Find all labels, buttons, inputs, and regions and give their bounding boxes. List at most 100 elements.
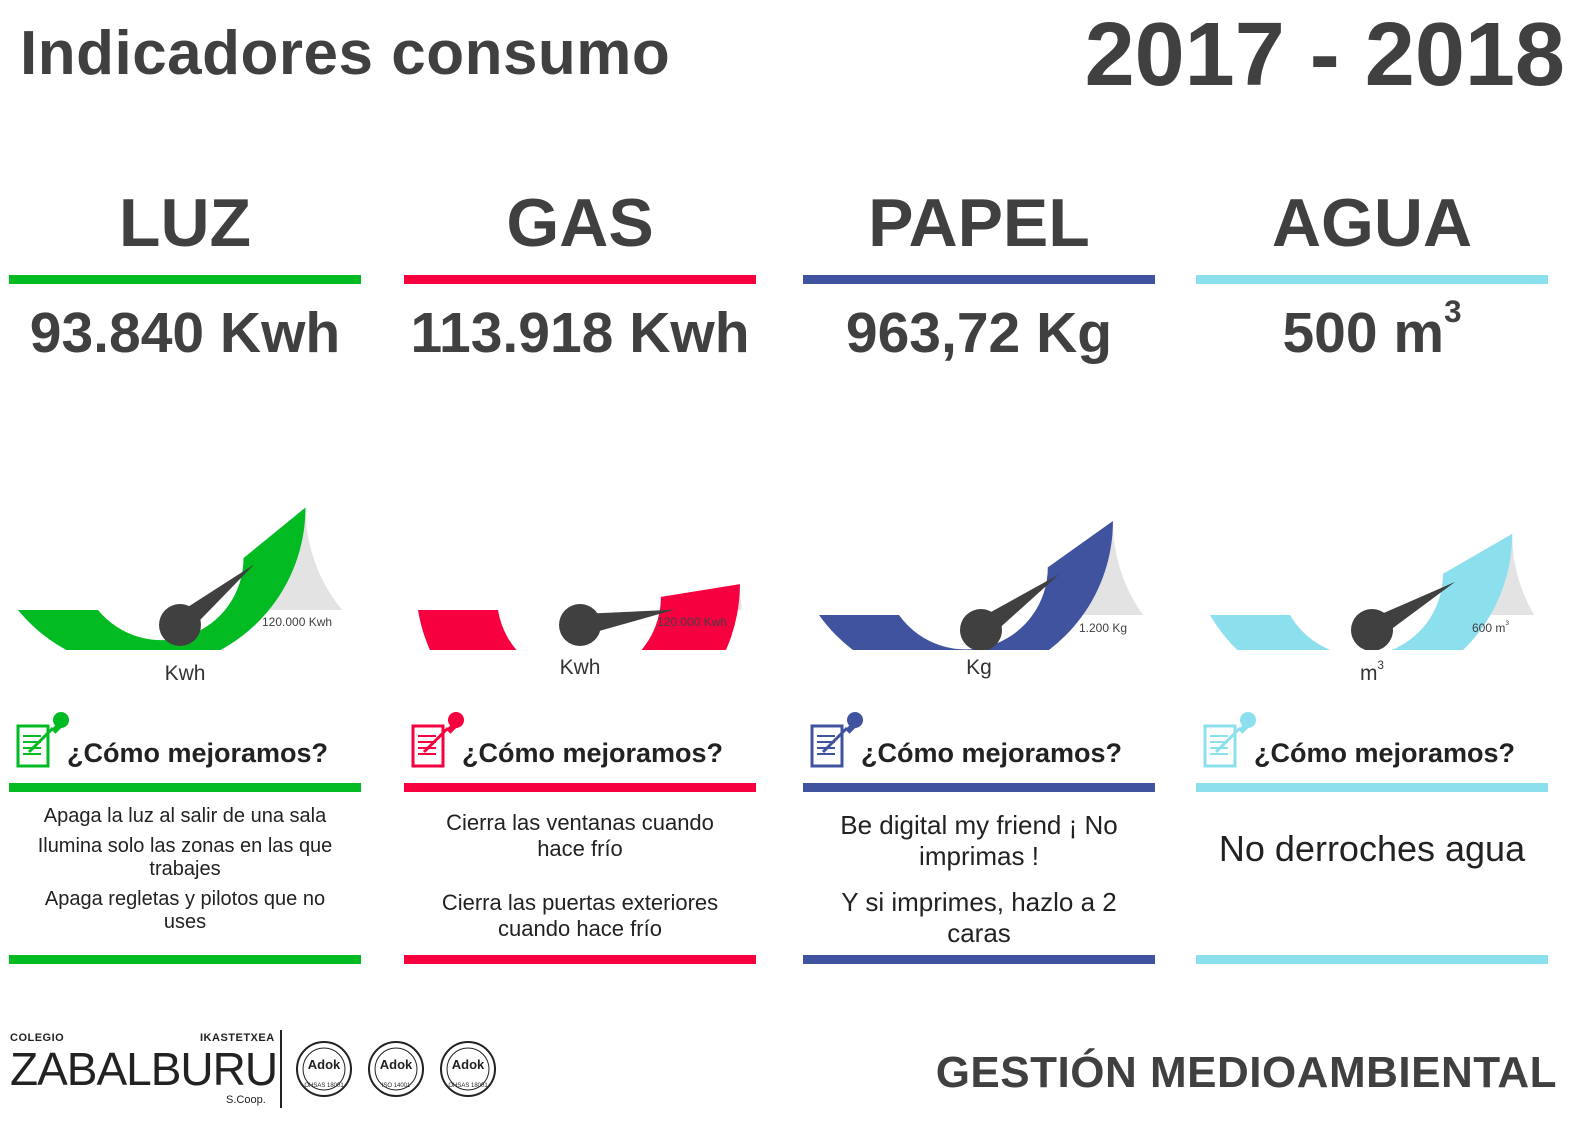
page-title: Indicadores consumo xyxy=(20,19,671,88)
consumption-gauge xyxy=(418,584,742,650)
tips-list: Cierra las ventanas cuando hace frío Cier… xyxy=(404,810,756,942)
gauge-max-label: 600 m3 xyxy=(1472,619,1510,635)
gauge-needle xyxy=(578,609,675,636)
gauge-max-label: 120.000 Kwh xyxy=(262,615,332,629)
color-divider xyxy=(9,955,361,964)
color-divider xyxy=(9,783,361,792)
gauge-consumed-arc xyxy=(18,507,306,650)
indicator-title: LUZ xyxy=(118,185,252,261)
tips-heading-label: ¿Cómo mejoramos? xyxy=(861,738,1123,768)
tips-heading: ¿Cómo mejoramos? xyxy=(809,708,1159,778)
unit-text: Kg xyxy=(966,656,992,679)
pinned-note-icon xyxy=(1203,712,1256,768)
color-divider xyxy=(9,275,361,284)
value-text: 963,72 Kg xyxy=(845,301,1113,365)
seal-logo: Adok xyxy=(308,1057,341,1072)
seal-logo: Adok xyxy=(452,1057,485,1072)
indicator-luz: LUZ 93.840 Kwh 120.000 Kwh Kwh ¿Cómo mejoram… xyxy=(9,0,361,1122)
gauge-consumed-arc xyxy=(819,521,1113,650)
tip-item: Y si imprimes, hazlo a 2 caras xyxy=(841,887,1117,949)
color-divider xyxy=(1196,955,1548,964)
consumption-value: 93.840 Kwh xyxy=(9,300,361,366)
indicator-title: PAPEL xyxy=(868,185,1090,261)
color-divider xyxy=(404,783,756,792)
max-label-text: 120.000 Kwh xyxy=(657,615,728,629)
brand-name: ZABALBURU xyxy=(10,1043,278,1095)
max-label-text: 1.200 Kg xyxy=(1079,621,1128,635)
tip-item: Ilumina solo las zonas en las que trabaj… xyxy=(37,834,333,881)
value-text: 113.918 Kwh xyxy=(410,301,750,365)
tips-heading-label: ¿Cómo mejoramos? xyxy=(462,738,724,768)
color-divider xyxy=(1196,275,1548,284)
consumption-value: 500 m3 xyxy=(1196,294,1548,366)
ikastetxea-label: IKASTETXEA xyxy=(200,1032,275,1044)
color-divider xyxy=(803,275,1155,284)
indicator-title: GAS xyxy=(506,185,654,261)
gauge-consumed-arc xyxy=(418,584,740,650)
unit-exponent: 3 xyxy=(1377,659,1384,672)
tip-item: Be digital my friend ¡ No imprimas ! xyxy=(840,810,1118,871)
indicator-papel: PAPEL 963,72 Kg 1.200 Kg Kg ¿Cómo mejoramos?… xyxy=(803,0,1155,1122)
unit-text: m xyxy=(1360,662,1378,685)
seal-label: OHSAS 18001 xyxy=(304,1083,344,1089)
gauge-max-label: 1.200 Kg xyxy=(1079,621,1127,635)
certification-seal-icon: Adok ISO 14001 xyxy=(368,1041,424,1097)
indicator-agua: AGUA 500 m3 600 m3 m3 ¿Cómo mejoramos? No der… xyxy=(1196,0,1548,1122)
tips-heading: ¿Cómo mejoramos? xyxy=(15,708,365,778)
pinned-note-icon xyxy=(411,712,464,768)
gauge-consumed-arc xyxy=(1210,533,1513,650)
max-label-text: 600 m xyxy=(1472,621,1506,635)
pinned-note-icon xyxy=(810,712,863,768)
max-label-text: 120.000 Kwh xyxy=(262,615,333,629)
tip-item: Apaga la luz al salir de una sala xyxy=(43,805,327,827)
year-range: 2017 - 2018 xyxy=(1084,5,1565,105)
seal-logo: Adok xyxy=(380,1057,413,1072)
tip-item: Cierra las ventanas cuando hace frío xyxy=(446,810,714,861)
scoop-label: S.Coop. xyxy=(226,1094,266,1106)
value-text: 93.840 Kwh xyxy=(29,301,341,365)
color-divider xyxy=(404,275,756,284)
gauge-max-label: 120.000 Kwh xyxy=(657,615,727,629)
school-logo: COLEGIO IKASTETXEA ZABALBURU S.Coop. Ado… xyxy=(10,1028,510,1113)
consumption-gauge xyxy=(18,507,342,650)
unit-text: Kwh xyxy=(559,656,601,679)
seal-label: ISO 14001 xyxy=(382,1083,411,1089)
colegio-label: COLEGIO xyxy=(10,1032,65,1044)
max-label-exponent: 3 xyxy=(1505,619,1510,627)
color-divider xyxy=(803,783,1155,792)
value-exponent: 3 xyxy=(1444,293,1462,329)
gauge-hub xyxy=(1351,609,1393,650)
tip-item: Apaga regletas y pilotos que no uses xyxy=(44,887,326,934)
section-title: GESTIÓN MEDIOAMBIENTAL xyxy=(935,1048,1557,1097)
gauge-hub xyxy=(960,609,1002,650)
tips-list: No derroches agua xyxy=(1196,828,1548,870)
consumption-value: 113.918 Kwh xyxy=(404,300,756,366)
tips-list: Be digital my friend ¡ No imprimas ! Y si… xyxy=(803,810,1155,949)
pinned-note-icon xyxy=(16,712,69,768)
color-divider xyxy=(1196,783,1548,792)
gauge-unit: Kwh xyxy=(9,662,361,686)
unit-text: Kwh xyxy=(164,662,206,685)
tips-heading-label: ¿Cómo mejoramos? xyxy=(67,738,329,768)
tip-item: Cierra las puertas exteriores cuando hac… xyxy=(441,889,719,941)
seal-label: OHSAS 18001 xyxy=(448,1083,488,1089)
tips-heading-label: ¿Cómo mejoramos? xyxy=(1254,738,1516,768)
tip-item: No derroches agua xyxy=(1218,828,1526,869)
gauge-unit: Kg xyxy=(803,656,1155,680)
gauge-unit: Kwh xyxy=(404,656,756,680)
consumption-value: 963,72 Kg xyxy=(803,300,1155,366)
certification-seal-icon: Adok OHSAS 18001 xyxy=(296,1041,352,1097)
gauge-hub xyxy=(159,604,201,646)
gauge-unit: m3 xyxy=(1196,659,1548,686)
certification-seal-icon: Adok OHSAS 18001 xyxy=(440,1041,496,1097)
consumption-gauge xyxy=(819,521,1143,650)
tips-heading: ¿Cómo mejoramos? xyxy=(1202,708,1552,778)
tips-list: Apaga la luz al salir de una sala Ilumina… xyxy=(9,805,361,935)
value-text: 500 m xyxy=(1282,301,1445,365)
gauge-hub xyxy=(559,604,601,646)
logo-divider xyxy=(280,1030,282,1108)
consumption-gauge xyxy=(1210,533,1534,650)
color-divider xyxy=(803,955,1155,964)
color-divider xyxy=(404,955,756,964)
indicator-title: AGUA xyxy=(1271,185,1473,261)
